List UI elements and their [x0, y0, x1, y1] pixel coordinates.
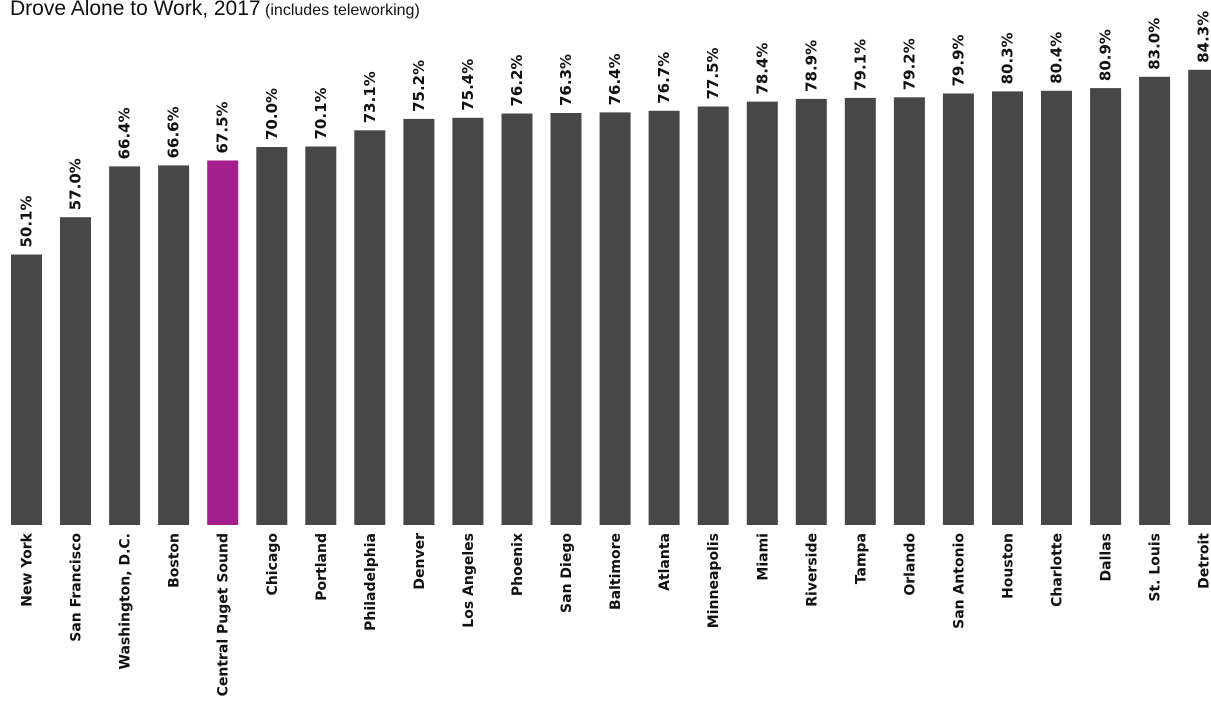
value-label: 84.3% — [1195, 11, 1211, 63]
value-label: 76.3% — [557, 54, 575, 106]
bar-san-francisco — [60, 217, 91, 525]
value-label: 57.0% — [67, 158, 85, 210]
bar-orlando — [893, 97, 925, 526]
category-label: Los Angeles — [461, 533, 477, 628]
bar-denver — [403, 118, 435, 526]
value-label: 78.4% — [753, 43, 771, 95]
value-label: 76.7% — [655, 52, 673, 104]
category-label: Orlando — [902, 533, 918, 596]
bar-portland — [305, 146, 337, 525]
value-label: 79.2% — [900, 38, 918, 90]
value-label: 66.6% — [165, 106, 183, 158]
bar-riverside — [795, 98, 827, 526]
value-label: 79.9% — [949, 34, 967, 86]
bar-tampa — [844, 97, 876, 526]
bar-phoenix — [501, 113, 533, 525]
bar-atlanta — [648, 110, 680, 526]
category-label: Chicago — [265, 533, 281, 596]
category-label: Detroit — [1197, 533, 1211, 589]
bar-baltimore — [599, 112, 631, 526]
value-label: 76.2% — [508, 54, 526, 106]
category-label: Charlotte — [1050, 533, 1066, 607]
category-label: Miami — [755, 533, 771, 581]
value-label: 83.0% — [1146, 18, 1164, 70]
category-label: Dallas — [1099, 533, 1115, 581]
category-label: Riverside — [804, 533, 820, 607]
value-label: 80.9% — [1097, 29, 1115, 81]
value-label: 80.3% — [999, 32, 1017, 84]
value-label: 75.2% — [410, 60, 428, 112]
chart-title: Drove Alone to Work, 2017 — [10, 0, 261, 20]
bar-houston — [992, 91, 1023, 526]
category-label: Washington, D.C. — [118, 533, 134, 669]
chart-subtitle: (includes teleworking) — [265, 2, 420, 19]
value-label: 79.1% — [851, 39, 869, 91]
category-label: Boston — [167, 533, 183, 588]
category-label: Atlanta — [657, 533, 673, 591]
bar-san-diego — [550, 113, 582, 525]
category-label: Baltimore — [608, 533, 624, 610]
category-label: Minneapolis — [706, 533, 722, 628]
value-label: 75.4% — [459, 59, 477, 111]
bar-washington-d-c — [109, 166, 141, 525]
bar-boston — [158, 165, 190, 525]
bar-new-york — [11, 254, 42, 525]
category-label: New York — [20, 532, 36, 606]
category-label: San Francisco — [69, 533, 85, 642]
bar-miami — [746, 101, 778, 525]
category-label: Houston — [1001, 533, 1017, 599]
value-label: 73.1% — [361, 71, 379, 123]
bar-los-angeles — [452, 117, 484, 526]
category-label: San Diego — [559, 533, 575, 613]
value-label: 70.1% — [312, 87, 330, 139]
bar-san-antonio — [942, 93, 974, 525]
value-label: 66.4% — [116, 107, 134, 159]
bar-chicago — [256, 147, 288, 525]
value-label: 50.1% — [18, 195, 36, 247]
category-label: Phoenix — [510, 533, 526, 596]
bar-central-puget-sound — [207, 160, 239, 525]
category-label: Philadelphia — [363, 533, 379, 631]
value-label: 67.5% — [214, 101, 232, 153]
value-label: 77.5% — [704, 47, 722, 99]
chart-title-block: Drove Alone to Work, 2017 (includes tele… — [10, 0, 420, 21]
bar-charlotte — [1041, 90, 1072, 526]
category-label: Central Puget Sound — [216, 533, 232, 696]
value-label: 80.4% — [1048, 32, 1066, 84]
category-label: Tampa — [853, 533, 869, 584]
bar-detroit — [1188, 69, 1211, 526]
category-label: St. Louis — [1148, 533, 1164, 602]
bar-minneapolis — [697, 106, 729, 525]
bar-philadelphia — [354, 130, 386, 526]
category-label: San Antonio — [951, 533, 967, 629]
value-label: 70.0% — [263, 88, 281, 140]
bar-dallas — [1090, 88, 1122, 525]
category-label: Portland — [314, 533, 330, 601]
bar-st-louis — [1139, 76, 1171, 526]
value-label: 78.9% — [802, 40, 820, 92]
value-label: 76.4% — [606, 53, 624, 105]
category-label: Denver — [412, 533, 428, 590]
